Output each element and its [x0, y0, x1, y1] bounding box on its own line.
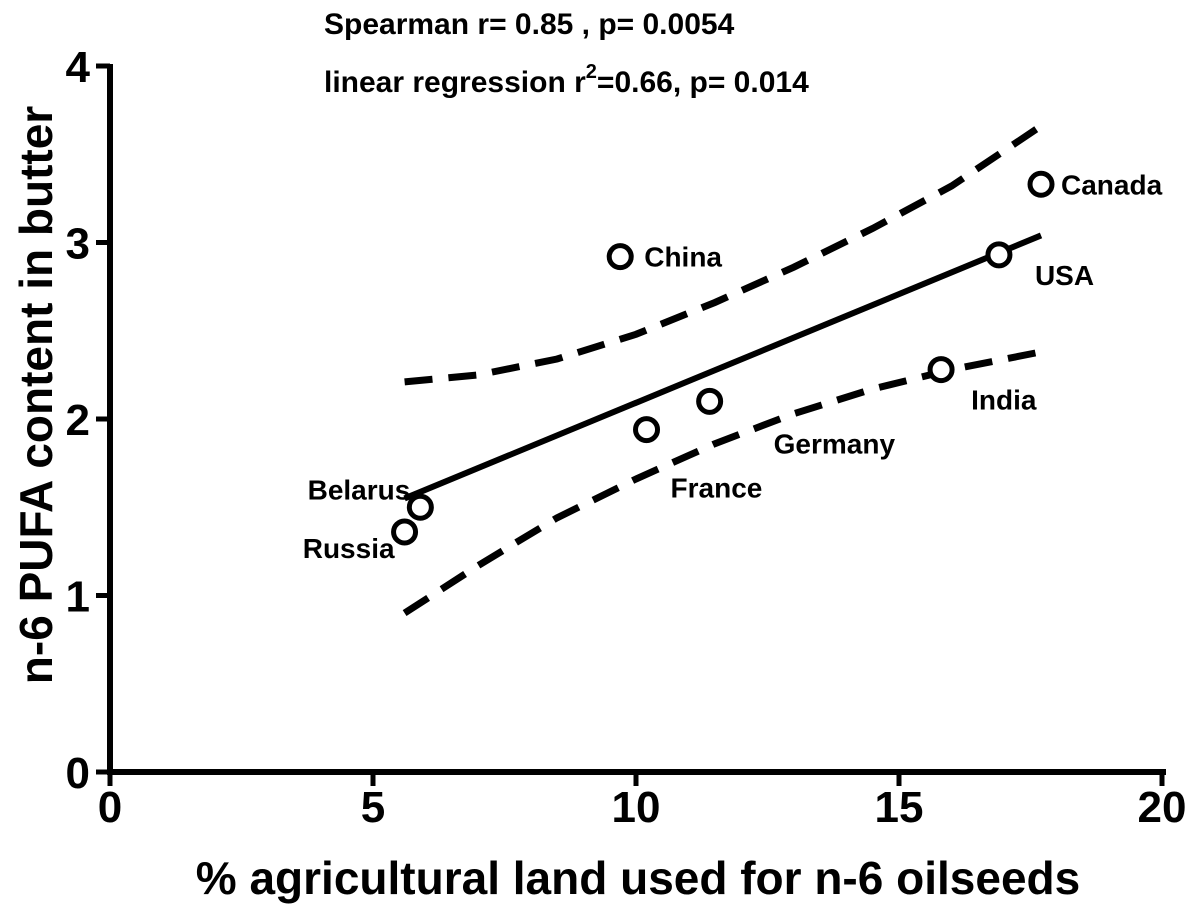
point-label-belarus: Belarus: [308, 474, 411, 505]
upper-confidence-band: [404, 123, 1043, 386]
y-tick-label-2: 2: [66, 396, 90, 445]
y-axis-title: n-6 PUFA content in butter: [10, 106, 62, 684]
y-tick-label-0: 0: [66, 749, 90, 798]
point-canada: [1027, 170, 1055, 198]
axes: [107, 64, 1166, 775]
x-tick-label-10: 10: [612, 783, 661, 832]
regression-annotation-suffix: =0.66, p= 0.014: [597, 66, 809, 99]
regression-line: [403, 232, 1043, 502]
y-tick-label-1: 1: [66, 573, 90, 622]
y-tick-label-4: 4: [66, 43, 91, 92]
point-russia: [391, 518, 419, 546]
x-tick-label-20: 20: [1138, 783, 1187, 832]
point-label-usa: USA: [1035, 260, 1094, 291]
point-labels: Russia Belarus China France Germany India USA C…: [303, 169, 1163, 564]
regression-line-group: [403, 232, 1043, 502]
lower-confidence-band: [402, 348, 1042, 617]
point-label-germany: Germany: [774, 428, 896, 459]
x-tick-label-0: 0: [98, 783, 122, 832]
point-label-france: France: [671, 473, 763, 504]
point-label-canada: Canada: [1061, 169, 1163, 200]
confidence-bands: [402, 123, 1043, 617]
point-label-india: India: [971, 385, 1037, 416]
data-points: [391, 170, 1055, 546]
point-france: [633, 416, 661, 444]
point-belarus: [406, 493, 434, 521]
x-tick-label-15: 15: [875, 783, 924, 832]
point-usa: [985, 241, 1013, 269]
point-germany: [696, 387, 724, 415]
spearman-annotation: Spearman r= 0.85 , p= 0.0054: [324, 8, 735, 41]
axis-ticks: 0 5 10 15 20 0 1 2 3 4: [66, 43, 1187, 832]
regression-annotation-superscript: 2: [586, 61, 597, 83]
x-axis-title: % agricultural land used for n-6 oilseed…: [196, 852, 1080, 904]
regression-annotation: linear regression r2=0.66, p= 0.014: [324, 61, 809, 99]
regression-annotation-prefix: linear regression r: [324, 66, 586, 99]
point-china: [606, 243, 634, 271]
point-label-china: China: [644, 242, 722, 273]
y-tick-label-3: 3: [66, 220, 90, 269]
point-india: [927, 356, 955, 384]
point-label-russia: Russia: [303, 533, 395, 564]
x-tick-label-5: 5: [361, 783, 385, 832]
